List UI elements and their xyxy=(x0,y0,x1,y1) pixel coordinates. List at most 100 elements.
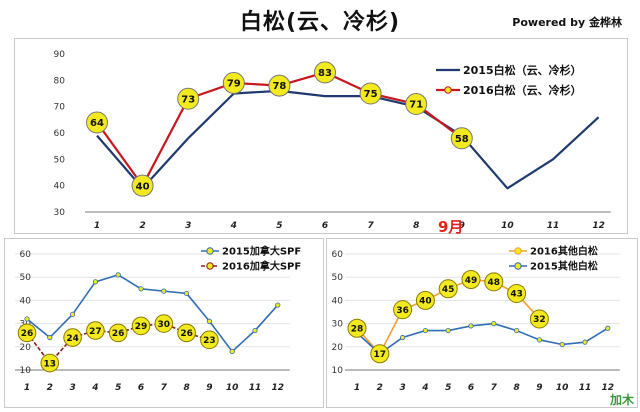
data-point xyxy=(206,318,212,324)
data-label: 43 xyxy=(510,290,523,300)
legend-marker xyxy=(206,247,214,255)
data-point-marker xyxy=(507,283,527,303)
data-label: 40 xyxy=(136,181,150,192)
x-tick-label: 12 xyxy=(602,383,615,393)
data-label: 49 xyxy=(465,276,478,286)
data-point-marker xyxy=(370,344,390,364)
y-tick-label: 30 xyxy=(54,208,66,218)
x-tick-label: 5 xyxy=(445,383,451,393)
y-tick-label: 60 xyxy=(332,250,344,260)
x-tick-label: 3 xyxy=(69,383,75,393)
y-tick-label: 50 xyxy=(54,155,66,165)
x-tick-label: 12 xyxy=(272,383,285,393)
data-point-marker xyxy=(405,93,428,116)
y-tick-label: 60 xyxy=(20,250,32,260)
data-label: 28 xyxy=(351,324,364,334)
data-point xyxy=(605,325,611,331)
data-point xyxy=(422,327,429,334)
powered-by-label: Powered by 金桦林 xyxy=(512,16,622,29)
data-point-marker xyxy=(359,82,382,105)
x-tick-label: 3 xyxy=(399,383,405,393)
legend-marker xyxy=(206,262,214,270)
data-label: 26 xyxy=(112,329,125,339)
data-label: 32 xyxy=(533,315,546,325)
data-point xyxy=(275,302,281,308)
data-point xyxy=(70,311,76,317)
x-tick-label: 7 xyxy=(161,383,168,393)
data-label: 71 xyxy=(409,100,423,111)
data-point xyxy=(491,321,497,327)
data-label: 30 xyxy=(158,320,171,330)
x-tick-label: 10 xyxy=(226,383,239,393)
data-point-marker xyxy=(461,270,481,290)
x-tick-label: 9 xyxy=(206,383,212,393)
data-label: 24 xyxy=(66,334,79,344)
legend-label-2: 2016加拿大SPF xyxy=(222,260,301,273)
data-point xyxy=(582,339,588,345)
series-line-1 xyxy=(26,274,279,353)
x-tick-label: 8 xyxy=(413,221,419,231)
legend-label-2: 2016白松（云、冷杉） xyxy=(463,83,582,97)
data-label: 78 xyxy=(272,81,286,92)
x-tick-label: 6 xyxy=(468,383,474,393)
y-tick-label: 80 xyxy=(54,76,66,86)
data-point-marker xyxy=(131,316,151,336)
data-point-marker xyxy=(86,111,108,134)
x-tick-label: 8 xyxy=(513,383,519,393)
y-tick-label: 90 xyxy=(54,50,66,60)
data-point-marker xyxy=(17,323,37,343)
data-label: 64 xyxy=(90,118,104,129)
y-tick-label: 40 xyxy=(20,296,32,306)
x-tick-label: 3 xyxy=(185,221,191,231)
x-tick-label: 1 xyxy=(94,221,100,231)
x-tick-label: 9 xyxy=(536,383,542,393)
data-label: 83 xyxy=(318,68,332,79)
month-marker: 9月 xyxy=(438,218,464,236)
watermark-logo: 加木 xyxy=(609,393,634,407)
data-point-marker xyxy=(393,300,413,320)
data-label: 58 xyxy=(455,134,469,145)
data-point xyxy=(400,334,406,341)
data-point xyxy=(161,288,167,294)
x-tick-label: 12 xyxy=(592,221,605,231)
x-tick-label: 4 xyxy=(230,221,237,231)
data-label: 73 xyxy=(181,94,195,105)
data-label: 40 xyxy=(419,297,432,307)
data-point-marker xyxy=(177,87,200,110)
legend-label-2: 2015其他白松 xyxy=(530,260,598,273)
y-tick-label: 20 xyxy=(20,343,32,353)
data-point xyxy=(138,286,144,292)
data-point xyxy=(184,290,190,297)
x-tick-label: 2 xyxy=(47,383,53,393)
data-point-marker xyxy=(450,127,473,150)
data-point-marker xyxy=(40,353,60,373)
data-point-marker xyxy=(484,272,504,292)
data-point xyxy=(92,279,99,285)
x-tick-label: 6 xyxy=(322,221,328,231)
data-point xyxy=(47,334,53,341)
x-tick-label: 4 xyxy=(91,383,98,393)
data-label: 17 xyxy=(374,350,387,360)
y-tick-label: 30 xyxy=(332,320,344,330)
y-tick-label: 50 xyxy=(20,273,32,283)
x-tick-label: 6 xyxy=(138,383,144,393)
data-point-marker xyxy=(347,318,367,338)
data-point-marker xyxy=(314,61,336,84)
data-point xyxy=(468,323,474,329)
data-label: 79 xyxy=(227,79,241,90)
data-point xyxy=(559,341,565,348)
data-point-marker xyxy=(200,330,219,350)
x-tick-label: 7 xyxy=(491,383,498,393)
x-tick-label: 10 xyxy=(501,221,514,231)
data-point xyxy=(229,348,235,355)
other-pine-chart-panel: 10 20 30 40 50 60 1 2 3 4 5 6 7 8 9 10 11 12 28 17 36 40 45 49 4… xyxy=(326,238,638,408)
x-tick-label: 1 xyxy=(354,383,360,393)
legend-marker xyxy=(514,247,522,255)
data-label: 27 xyxy=(89,327,102,337)
data-point-marker xyxy=(438,279,458,299)
data-point xyxy=(115,272,121,278)
x-tick-label: 2 xyxy=(377,383,383,393)
data-label: 75 xyxy=(364,89,378,100)
